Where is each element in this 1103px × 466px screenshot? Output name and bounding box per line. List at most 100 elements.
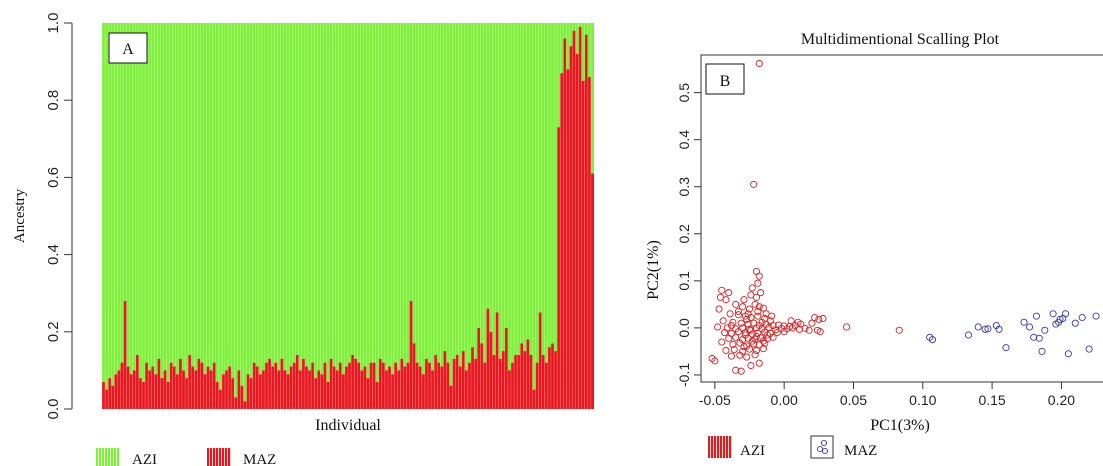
azi-segment <box>464 23 468 371</box>
azi-segment <box>394 23 398 363</box>
data-point <box>747 291 755 299</box>
maz-segment <box>523 351 527 409</box>
azi-segment <box>495 23 499 313</box>
maz-segment <box>507 370 512 409</box>
azi-segment <box>252 23 256 363</box>
data-point <box>754 312 762 320</box>
maz-segment <box>584 34 588 410</box>
azi-segment <box>221 23 226 375</box>
maz-segment <box>406 362 410 409</box>
data-point <box>754 307 762 315</box>
individual-bar <box>440 23 444 409</box>
azi-segment <box>418 23 422 367</box>
individual-bar <box>436 23 441 409</box>
maz-segment <box>274 362 278 409</box>
maz-segment <box>148 370 152 409</box>
individual-bar <box>135 23 139 409</box>
swatch-stripe <box>225 448 228 466</box>
maz-segment <box>323 362 327 409</box>
azi-segment <box>514 23 518 355</box>
maz-segment <box>360 370 364 409</box>
legend-entry: AZI <box>708 436 765 459</box>
x-tick-label: 0.15 <box>978 392 1005 408</box>
individual-bar <box>501 23 505 409</box>
azi-segment <box>381 23 385 363</box>
maz-segment <box>151 366 155 409</box>
azi-segment <box>369 23 373 363</box>
data-point <box>741 331 749 339</box>
maz-segment <box>206 366 210 409</box>
individual-bar <box>523 23 527 409</box>
individual-bar <box>104 23 109 409</box>
maz-segment <box>455 354 459 409</box>
individual-bar <box>526 23 530 409</box>
individual-bar <box>581 23 585 410</box>
azi-segment <box>341 23 345 375</box>
data-point <box>758 318 766 326</box>
plot-frame <box>700 54 1103 383</box>
azi-segment <box>295 23 299 355</box>
maz-segment <box>234 397 238 409</box>
individual-bar <box>387 23 392 409</box>
individual-bar <box>498 23 502 409</box>
individual-bar <box>529 23 533 409</box>
azi-segment <box>188 23 192 355</box>
data-point <box>726 310 734 318</box>
maz-segment <box>332 366 336 409</box>
individual-bar <box>163 23 167 409</box>
data-point <box>1078 313 1086 322</box>
swatch-stripe <box>714 436 717 458</box>
maz-segment <box>369 362 373 409</box>
individual-bar <box>240 23 244 409</box>
azi-segment <box>108 23 112 379</box>
data-point <box>1041 326 1049 334</box>
azi-segment <box>437 23 441 363</box>
azi-segment <box>501 23 505 352</box>
individual-bar <box>461 23 465 409</box>
individual-bar <box>203 23 207 409</box>
azi-segment <box>138 23 143 379</box>
individual-bar <box>486 23 490 409</box>
y-tick-label: 0.3 <box>676 177 692 197</box>
swatch-stripe <box>228 448 231 466</box>
maz-segment <box>203 374 207 409</box>
maz-segment <box>403 366 407 409</box>
azi-segment <box>163 23 167 371</box>
individual-bar <box>513 23 518 409</box>
azi-segment <box>569 23 573 47</box>
individual-bar <box>218 23 222 409</box>
individual-bar <box>138 23 143 409</box>
individual-bar <box>114 23 118 409</box>
data-point <box>718 286 726 294</box>
maz-segment <box>329 358 333 409</box>
swatch-stripe <box>114 448 117 466</box>
individual-bar <box>107 23 112 409</box>
x-tick-label: 0.00 <box>771 392 798 408</box>
individual-bar <box>559 23 564 410</box>
individual-bar <box>363 23 367 409</box>
y-tick-label: 0.4 <box>676 130 692 150</box>
individual-bar <box>550 23 555 409</box>
data-point <box>759 337 767 345</box>
individual-bar <box>578 23 582 410</box>
maz-segment <box>483 362 487 409</box>
individual-bar <box>587 23 591 409</box>
maz-segment <box>320 374 324 409</box>
maz-segment <box>154 374 158 409</box>
data-point <box>1064 350 1072 358</box>
data-point <box>727 321 736 330</box>
ancestry-bars <box>101 23 595 410</box>
maz-segment <box>271 366 275 409</box>
maz-segment <box>464 370 468 409</box>
maz-segment <box>437 362 441 409</box>
azi-segment <box>258 23 262 375</box>
swatch-stripe <box>213 448 216 466</box>
maz-segment <box>188 354 192 409</box>
data-point <box>751 300 759 308</box>
maz-segment <box>114 374 118 409</box>
maz-segment <box>514 354 518 409</box>
azi-segment <box>590 23 595 174</box>
data-point <box>718 338 726 346</box>
azi-segment <box>547 23 551 348</box>
maz-segment <box>304 366 309 409</box>
